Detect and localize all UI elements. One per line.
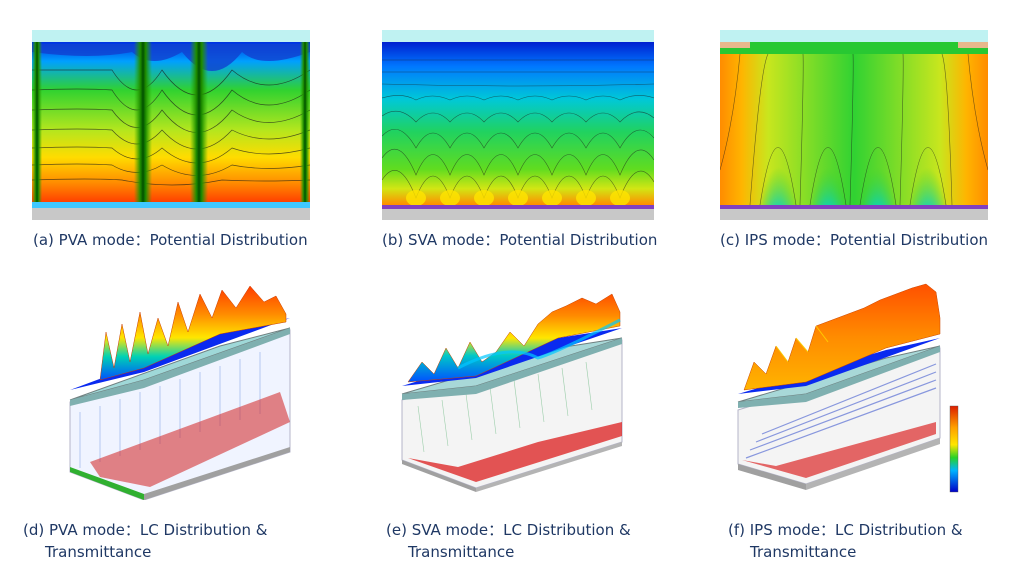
panel-e-sva-3d: [398, 282, 638, 492]
panel-c-ips-potential: [720, 30, 988, 220]
panel-a-pva-potential: [32, 30, 310, 220]
ips-3d-plot: [737, 283, 959, 493]
caption-e: (e) SVA mode：LC Distribution & Transmitt…: [386, 519, 631, 563]
panel-d-pva-3d: [60, 272, 300, 500]
caption-c: (c) IPS mode：Potential Distribution: [720, 231, 989, 249]
sva-potential-plot: [382, 30, 654, 220]
sva-3d-plot: [401, 293, 623, 492]
caption-f: (f) IPS mode：LC Distribution & Transmitt…: [728, 519, 963, 563]
caption-f-line2: Transmittance: [750, 543, 857, 561]
panel-f-ips-3d: [736, 278, 966, 502]
caption-d-line2: Transmittance: [45, 543, 152, 561]
caption-b: (b) SVA mode：Potential Distribution: [382, 231, 658, 249]
caption-a: (a) PVA mode：Potential Distribution: [33, 231, 308, 249]
caption-d: (d) PVA mode：LC Distribution & Transmitt…: [23, 519, 267, 563]
panel-b-sva-potential: [382, 30, 654, 220]
pva-3d-plot: [69, 285, 291, 500]
caption-d-line1: (d) PVA mode：LC Distribution &: [23, 521, 268, 539]
pva-potential-plot: [32, 30, 310, 220]
ips-potential-plot: [720, 30, 988, 220]
caption-e-line1: (e) SVA mode：LC Distribution &: [386, 521, 631, 539]
caption-f-line1: (f) IPS mode：LC Distribution &: [728, 521, 963, 539]
caption-e-line2: Transmittance: [408, 543, 515, 561]
